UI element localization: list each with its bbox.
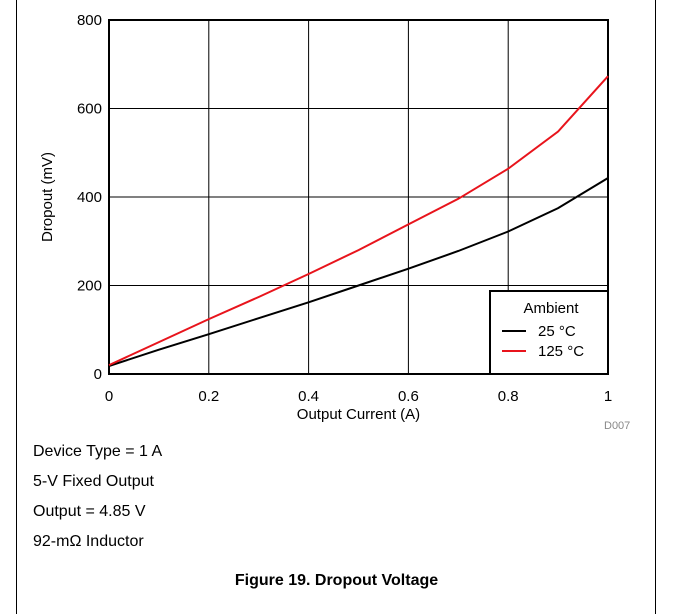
- series-line-25cc: [108, 177, 609, 367]
- x-tick-label: 0.8: [498, 388, 519, 405]
- y-tick-label: 400: [77, 189, 102, 206]
- y-tick-label: 200: [77, 278, 102, 295]
- x-axis-label: Output Current (A): [297, 406, 420, 423]
- y-tick-label: 600: [77, 101, 102, 118]
- dropout-chart: 0 0.2 0.4 0.6 0.8 1 0 200 400 600 800 Output Curren…: [39, 12, 612, 423]
- plot-frame: [108, 19, 609, 375]
- y-axis-label: Dropout (mV): [39, 152, 56, 242]
- legend-title: Ambient: [523, 300, 579, 317]
- note-device-type: Device Type = 1 A: [33, 443, 163, 460]
- x-tick-label: 1: [604, 388, 612, 405]
- x-tick-label: 0.4: [298, 388, 319, 405]
- x-tick-label: 0.6: [398, 388, 419, 405]
- legend-box: [489, 290, 609, 375]
- figure-caption: Figure 19. Dropout Voltage: [234, 572, 439, 589]
- page-border-left: [16, 0, 17, 614]
- series-line-125cc: [108, 75, 609, 367]
- page-border-right: [655, 0, 656, 614]
- device-notes: Device Type = 1 A 5-V Fixed Output Outpu…: [33, 437, 162, 557]
- figure-code: D007: [604, 420, 631, 432]
- legend-label: 125 °C: [538, 343, 584, 360]
- note-output-voltage: Output = 4.85 V: [33, 503, 146, 520]
- x-tick-label: 0: [105, 388, 113, 405]
- legend-label: 25 °C: [538, 323, 576, 340]
- y-tick-label: 0: [94, 366, 102, 383]
- x-tick-label: 0.2: [198, 388, 219, 405]
- note-inductor: 92-mΩ Inductor: [33, 533, 144, 550]
- note-fixed-output: 5-V Fixed Output: [33, 473, 154, 490]
- y-tick-label: 800: [77, 12, 102, 29]
